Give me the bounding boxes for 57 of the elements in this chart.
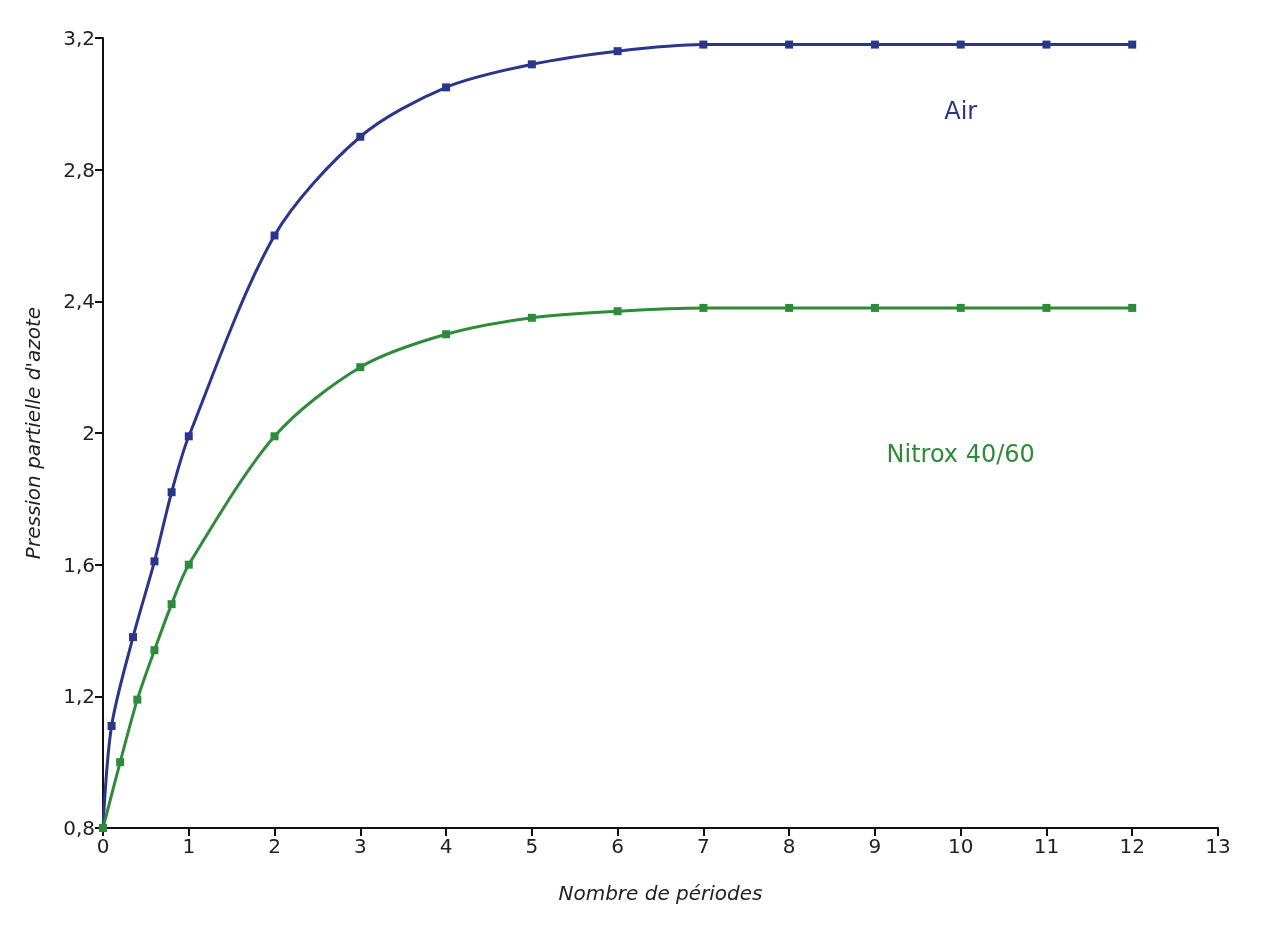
point bbox=[699, 303, 708, 312]
point bbox=[270, 231, 279, 240]
point bbox=[527, 60, 536, 69]
y-tick-label: 0,8 bbox=[63, 816, 95, 840]
point bbox=[699, 40, 708, 49]
point bbox=[956, 303, 965, 312]
y-axis-title: Pression partielle d'azote bbox=[21, 306, 45, 560]
point bbox=[613, 307, 622, 316]
x-tick-label: 5 bbox=[525, 834, 539, 858]
point bbox=[527, 313, 536, 322]
point bbox=[442, 330, 451, 339]
point bbox=[116, 758, 125, 767]
x-tick-label: 10 bbox=[947, 834, 974, 858]
point bbox=[785, 40, 794, 49]
point bbox=[870, 40, 879, 49]
point bbox=[184, 560, 193, 569]
point bbox=[150, 557, 159, 566]
x-tick-label: 11 bbox=[1033, 834, 1060, 858]
x-axis-title: Nombre de périodes bbox=[558, 881, 763, 905]
y-tick-label: 2,4 bbox=[63, 289, 95, 314]
x-tick-label: 2 bbox=[268, 834, 281, 858]
x-tick-label: 6 bbox=[611, 834, 624, 858]
point bbox=[270, 432, 279, 441]
point bbox=[129, 633, 138, 642]
point bbox=[1128, 40, 1137, 49]
y-tick-label: 3,2 bbox=[63, 26, 95, 50]
point bbox=[167, 488, 176, 497]
point bbox=[785, 303, 794, 312]
x-tick-label: 8 bbox=[782, 834, 796, 858]
x-tick-label: 7 bbox=[697, 834, 710, 858]
y-tick-label: 1,6 bbox=[63, 552, 95, 577]
point bbox=[613, 47, 622, 56]
x-tick-label: 3 bbox=[353, 834, 367, 858]
point bbox=[133, 695, 142, 704]
x-tick-label: 9 bbox=[868, 834, 882, 858]
x-tick-label: 0 bbox=[96, 834, 110, 858]
text: Nitrox 40/60 bbox=[886, 439, 1035, 468]
x-tick-label: 12 bbox=[1119, 834, 1145, 858]
y-tick-label: 2 bbox=[82, 421, 95, 445]
point bbox=[1128, 303, 1137, 312]
text: Air bbox=[944, 96, 978, 125]
y-tick-label: 1,2 bbox=[63, 684, 95, 709]
point bbox=[1042, 40, 1051, 49]
y-tick-label: 2,8 bbox=[63, 157, 95, 182]
point bbox=[150, 646, 159, 655]
point bbox=[356, 363, 365, 372]
point bbox=[956, 40, 965, 49]
point bbox=[870, 303, 879, 312]
x-tick-label: 1 bbox=[182, 834, 196, 858]
point bbox=[167, 600, 176, 609]
point bbox=[356, 132, 365, 141]
point bbox=[1042, 303, 1051, 312]
point bbox=[107, 721, 116, 730]
x-tick-label: 13 bbox=[1205, 834, 1231, 858]
point bbox=[442, 83, 451, 92]
x-tick-label: 4 bbox=[439, 834, 453, 858]
point bbox=[184, 432, 193, 441]
